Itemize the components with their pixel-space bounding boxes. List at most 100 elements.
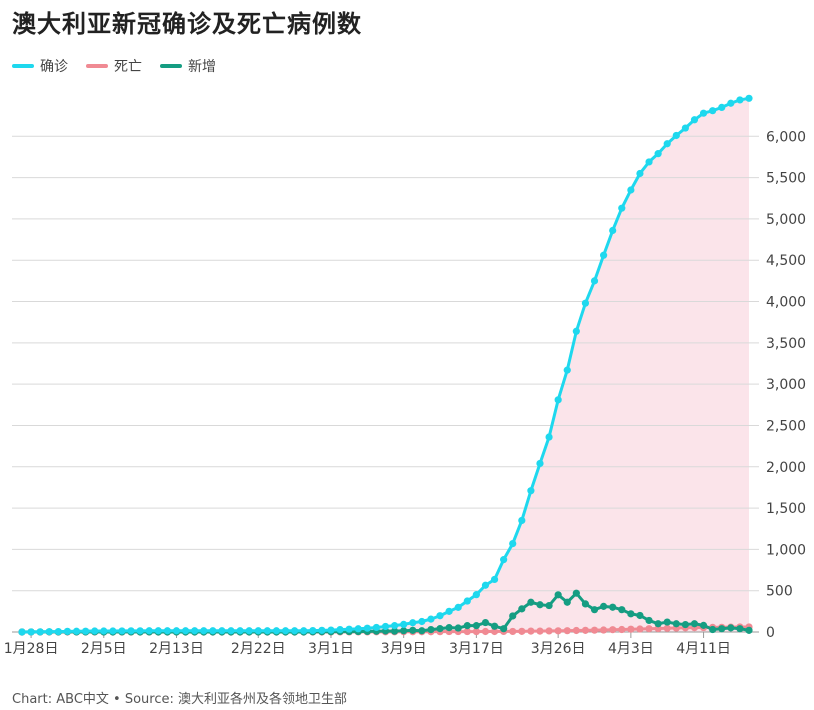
data-point-new [563, 598, 571, 606]
data-point-confirmed [363, 624, 371, 632]
data-point-deaths [609, 626, 617, 634]
data-point-confirmed [518, 516, 526, 525]
data-point-confirmed [118, 627, 126, 635]
data-point-new [600, 602, 608, 610]
legend-swatch-deaths [86, 64, 108, 68]
confirmed-area [22, 98, 749, 632]
data-point-confirmed [609, 226, 617, 235]
data-point-confirmed [227, 627, 235, 635]
data-point-confirmed [163, 627, 171, 635]
data-point-confirmed [27, 628, 35, 636]
data-point-deaths [600, 626, 608, 634]
data-point-confirmed [600, 251, 608, 259]
data-point-confirmed [590, 277, 599, 285]
data-point-new [654, 620, 662, 628]
x-tick-label: 3月9日 [381, 641, 427, 657]
data-point-confirmed [63, 627, 72, 635]
data-point-new [645, 616, 653, 625]
data-point-new [436, 625, 444, 633]
data-point-confirmed [663, 140, 671, 148]
data-point-deaths [636, 625, 644, 633]
chart-title: 澳大利亚新冠确诊及死亡病例数 [12, 10, 362, 38]
data-point-confirmed [445, 607, 453, 615]
data-point-new [481, 618, 490, 627]
data-point-confirmed [318, 626, 326, 634]
data-point-deaths [554, 627, 562, 635]
data-point-confirmed [563, 366, 571, 374]
data-point-new [527, 598, 535, 606]
data-point-confirmed [718, 103, 726, 111]
x-tick-label: 3月17日 [449, 641, 504, 657]
data-point-new [472, 622, 480, 630]
x-tick-label: 3月26日 [531, 641, 586, 657]
data-point-confirmed [336, 626, 344, 634]
x-tick-label: 4月3日 [608, 641, 654, 657]
data-point-confirmed [554, 396, 562, 404]
data-point-new [400, 627, 408, 635]
data-point-new [418, 627, 426, 635]
data-point-confirmed [527, 487, 535, 495]
data-point-deaths [527, 627, 535, 635]
data-point-deaths [581, 626, 590, 634]
data-point-confirmed [127, 627, 135, 635]
legend: 确诊 死亡 新增 [12, 56, 216, 76]
data-point-new [681, 620, 689, 629]
data-point-new [427, 626, 435, 634]
legend-label-deaths: 死亡 [114, 59, 142, 75]
data-point-new [727, 624, 735, 632]
y-tick-label: 2,000 [766, 460, 806, 476]
y-tick-label: 500 [766, 584, 793, 600]
data-point-new [718, 625, 726, 633]
data-point-deaths [472, 627, 480, 636]
data-point-new [545, 601, 553, 610]
data-point-confirmed [418, 617, 426, 626]
data-point-confirmed [54, 627, 62, 636]
data-point-confirmed [618, 204, 626, 212]
data-point-confirmed [72, 627, 81, 635]
data-point-confirmed [727, 99, 735, 107]
y-tick-label: 1,500 [766, 501, 806, 517]
data-point-new [554, 591, 562, 599]
data-point-confirmed [91, 627, 99, 635]
y-tick-label: 0 [766, 625, 775, 641]
legend-label-new: 新增 [188, 59, 216, 75]
y-tick-label: 2,500 [766, 418, 806, 434]
data-point-confirmed [581, 299, 590, 307]
data-point-new [463, 622, 471, 630]
data-point-new [445, 624, 453, 632]
data-point-confirmed [236, 627, 244, 635]
data-point-confirmed [745, 94, 753, 102]
data-point-new [590, 606, 599, 614]
data-point-deaths [536, 627, 544, 635]
data-point-deaths [463, 627, 471, 636]
data-point-new [581, 600, 590, 608]
x-tick-label: 1月28日 [4, 641, 59, 657]
y-tick-label: 1,000 [766, 542, 806, 558]
data-point-confirmed [736, 96, 744, 104]
data-point-confirmed [245, 627, 253, 635]
data-point-confirmed [36, 628, 44, 636]
data-point-confirmed [181, 627, 190, 635]
data-point-confirmed [645, 158, 653, 166]
legend-item-deaths: 死亡 [86, 56, 142, 76]
data-point-confirmed [690, 116, 699, 124]
data-point-new [509, 612, 517, 620]
source-footer: Chart: ABC中文 • Source: 澳大利亚各州及各领地卫生部 [12, 692, 347, 707]
data-point-confirmed [100, 627, 108, 635]
data-point-confirmed [472, 591, 480, 599]
x-tick-label: 4月11日 [676, 641, 731, 657]
data-point-confirmed [409, 619, 417, 627]
data-point-new [709, 625, 717, 634]
data-point-confirmed [509, 540, 517, 548]
data-point-confirmed [263, 627, 271, 635]
data-point-confirmed [327, 626, 335, 634]
data-point-confirmed [372, 623, 381, 632]
data-point-confirmed [490, 575, 499, 584]
x-tick-label: 2月22日 [231, 641, 286, 657]
y-tick-label: 3,500 [766, 336, 806, 352]
data-point-confirmed [109, 627, 117, 635]
y-tick-label: 6,000 [766, 129, 806, 145]
data-point-confirmed [154, 627, 162, 635]
y-tick-label: 4,000 [766, 295, 806, 311]
